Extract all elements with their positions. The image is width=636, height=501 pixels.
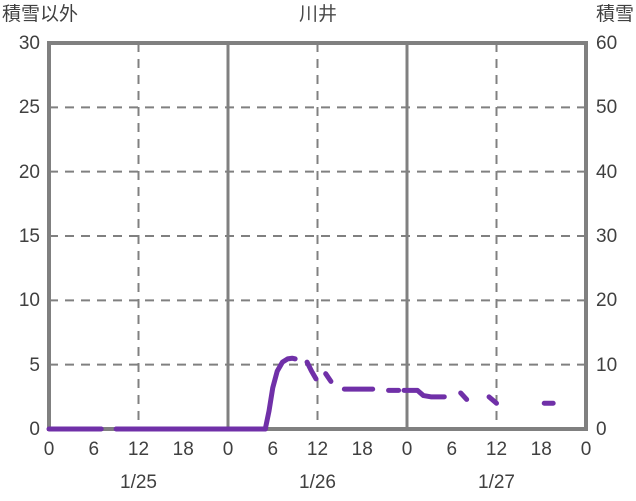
right-axis-tick-label: 50 [596,97,618,119]
x-axis-tick-label: 12 [127,439,150,460]
x-axis-tick-label: 6 [446,439,458,460]
right-axis-tick-label: 40 [596,161,618,183]
data-line-segment [458,390,470,402]
data-series-layer [46,355,556,432]
x-axis-tick-label: 0 [580,439,592,460]
left-axis-tick-label: 30 [18,33,40,54]
page-title: 川井 [298,4,337,25]
data-line-segment [323,371,334,384]
left-axis-tick-label: 20 [18,161,40,183]
x-axis-tick-label: 0 [222,439,234,460]
right-axis-tick-label: 0 [596,419,607,440]
data-line-segment [401,387,447,400]
left-axis-tick-label: 0 [29,419,40,440]
data-line-segment [486,394,499,406]
x-axis-tick-label: 18 [351,439,373,460]
x-axis-tick-label: 6 [88,439,100,460]
right-axis-tick-label: 60 [596,33,618,54]
right-axis-title: 積雪 [595,4,634,25]
left-axis-tick-label: 10 [18,290,40,312]
x-axis-tick-label: 18 [172,439,194,460]
x-axis-tick-label: 6 [267,439,279,460]
x-axis-day-label: 1/26 [299,472,336,493]
data-line-segment [304,359,319,382]
x-axis-tick-label: 18 [530,439,552,460]
data-line-segment [262,355,298,432]
gridlines [49,43,586,429]
x-axis-tick-label: 12 [485,439,508,460]
left-axis-tick-label: 25 [18,97,40,119]
left-axis-title: 積雪以外 [2,4,79,25]
x-axis-day-label: 1/27 [478,472,515,493]
x-axis-tick-label: 0 [401,439,413,460]
right-axis-tick-label: 10 [596,354,618,376]
x-axis-day-label: 1/25 [120,472,157,493]
left-axis-tick-label: 5 [29,354,40,376]
right-axis-tick-label: 30 [596,226,618,247]
x-axis-tick-label: 0 [43,439,55,460]
right-axis-tick-label: 20 [596,290,618,312]
plot-area [46,43,586,432]
x-axis-tick-label: 12 [306,439,329,460]
left-axis-tick-label: 15 [18,226,40,247]
